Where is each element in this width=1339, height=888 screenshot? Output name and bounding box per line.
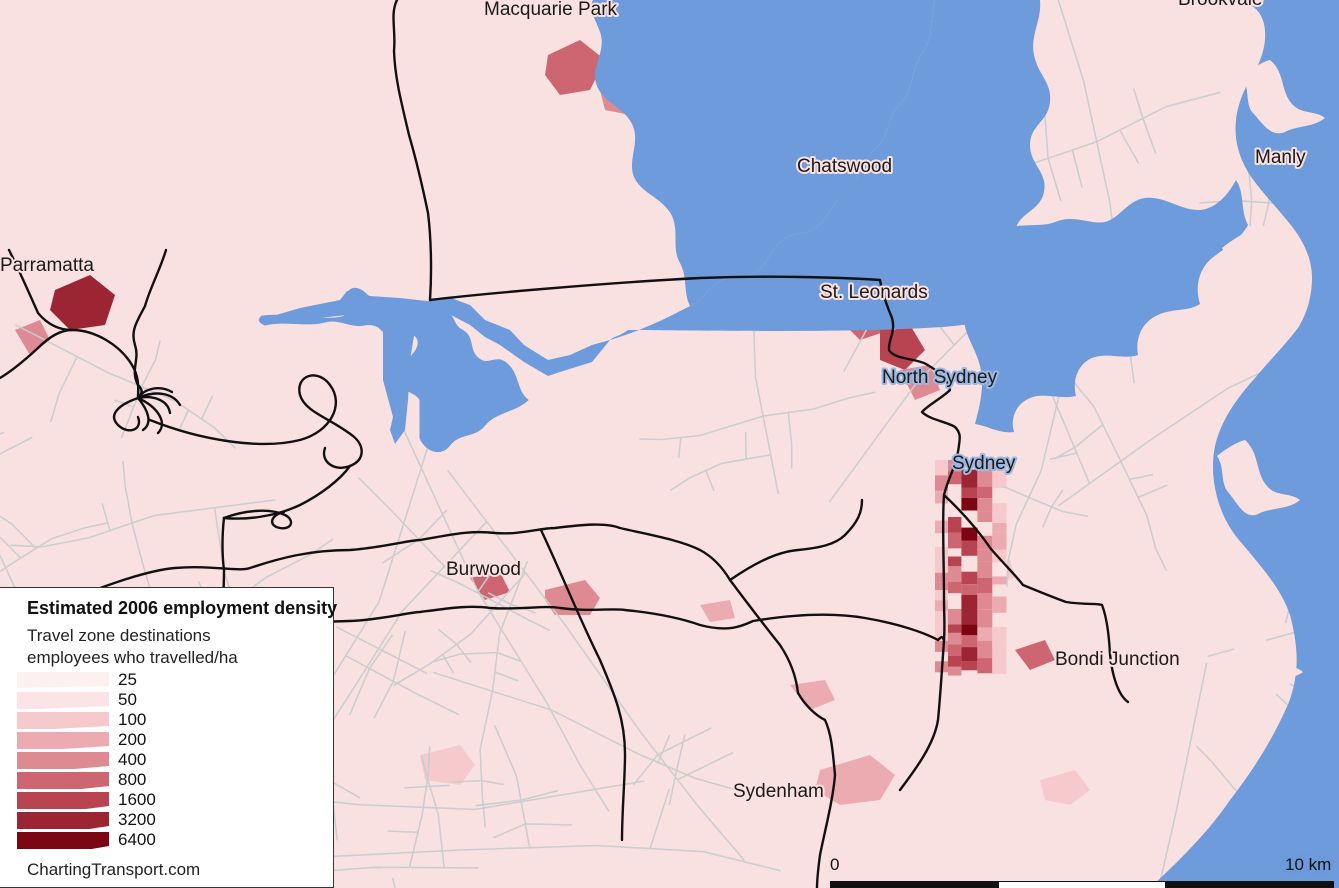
- svg-text:Burwood: Burwood: [446, 559, 521, 580]
- svg-text:Parramatta: Parramatta: [0, 255, 94, 276]
- svg-text:Macquarie Park: Macquarie Park: [484, 0, 618, 20]
- svg-text:Sydenham: Sydenham: [733, 781, 824, 802]
- svg-text:St. Leonards: St. Leonards: [820, 282, 928, 303]
- svg-text:North Sydney: North Sydney: [882, 367, 998, 388]
- svg-text:Bondi Junction: Bondi Junction: [1055, 649, 1180, 670]
- svg-text:Sydney: Sydney: [952, 453, 1016, 474]
- svg-text:Manly: Manly: [1255, 147, 1306, 168]
- svg-text:Brookvale: Brookvale: [1178, 0, 1263, 10]
- svg-text:Chatswood: Chatswood: [797, 156, 892, 177]
